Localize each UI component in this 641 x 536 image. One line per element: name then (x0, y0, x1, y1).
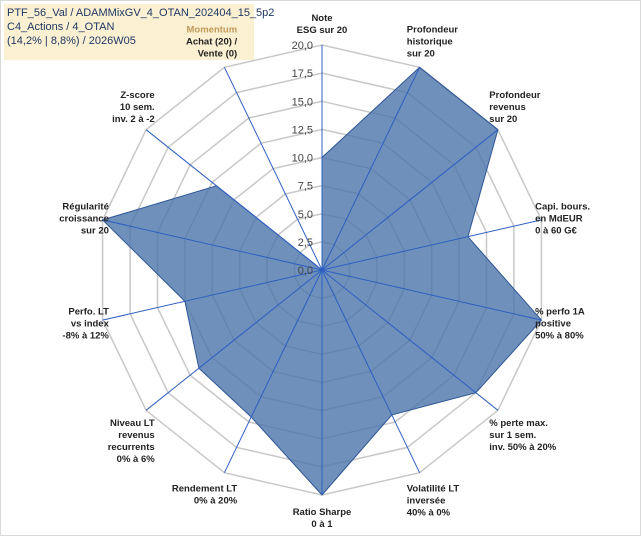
axis-label: Régularité croissance sur 20 (59, 201, 109, 236)
axis-spoke (321, 269, 499, 411)
tick-label: 20,0 (292, 40, 313, 52)
axis-spoke (223, 269, 323, 473)
axis-label: Capi. bours. en MdEUR 0 à 60 G€ (535, 201, 590, 236)
axis-label-line: inv. 2 à -2 (112, 114, 155, 125)
axis-label-line: 0 à 1 (311, 519, 333, 530)
tick-label: 12,5 (292, 124, 313, 136)
axis-label-line: Perfo. LT (68, 307, 109, 318)
axis-label-line: sur 20 (407, 49, 435, 60)
axis-label: Profondeur historique sur 20 (407, 25, 458, 60)
axis-label: Perfo. LT vs index -8% à 12% (62, 307, 109, 342)
axis-label-line: Volatilité LT (407, 484, 460, 495)
axis-label-line: historique (407, 37, 453, 48)
axis-label-line: 0% à 20% (194, 496, 238, 507)
axis-label: % perte max. sur 1 sem. inv. 50% à 20% (489, 418, 556, 453)
tick-label: 15,0 (292, 96, 313, 108)
axis-label-line: sur 1 sem. (489, 430, 536, 441)
tick-label: 10,0 (292, 153, 313, 165)
axis-label-line: Rendement LT (172, 484, 237, 495)
axis-label-line: sur 20 (489, 114, 517, 125)
axis-label: Profondeur revenus sur 20 (489, 90, 540, 125)
axis-label: Volatilité LT inversée 40% à 0% (407, 484, 460, 519)
axis-spoke (102, 269, 323, 321)
axis-label-line: Profondeur (407, 25, 458, 36)
axis-label-line: Vente (0) (198, 49, 238, 60)
axis-label-line: inversée (407, 496, 446, 507)
axis-label-line: ESG sur 20 (297, 25, 348, 36)
axis-label-line: -8% à 12% (62, 331, 109, 342)
tick-label: 2,5 (298, 237, 313, 249)
axis-spoke (321, 129, 499, 271)
axis-spoke (145, 269, 323, 411)
axis-label: Momentum Achat (20) / Vente (0) (186, 25, 238, 60)
axis-spoke (102, 219, 323, 271)
axis-label-line: vs index (71, 319, 110, 330)
axis-label-line: 0 à 60 G€ (535, 225, 577, 236)
axis-spoke (321, 269, 421, 473)
axis-label-line: % perfo 1A (535, 307, 585, 318)
chart-title-box: PTF_56_Val / ADAMMixGV_4_OTAN_202404_15_… (4, 4, 275, 60)
axis-label: Z-score 10 sem. inv. 2 à -2 (112, 90, 155, 125)
axis-label-line: revenus (489, 102, 525, 113)
title-line-1: PTF_56_Val / ADAMMixGV_4_OTAN_202404_15_… (7, 7, 275, 19)
axis-label-line: Z-score (120, 90, 154, 101)
axis-label-line: sur 20 (81, 225, 109, 236)
axis-label-line: Profondeur (489, 90, 540, 101)
axis-label-line: 0% à 6% (117, 454, 156, 465)
axis-spoke (145, 129, 323, 271)
axis-label-line: Momentum (187, 25, 238, 36)
axis-label: Rendement LT 0% à 20% (172, 484, 238, 507)
axis-label-line: 10 sem. (120, 102, 155, 113)
tick-label: 17,5 (292, 68, 313, 80)
axis-label: % perfo 1A positive 50% à 80% (535, 307, 585, 342)
axis-label-line: inv. 50% à 20% (489, 442, 556, 453)
tick-label: 7,5 (298, 181, 313, 193)
axis-spoke (223, 67, 323, 271)
tick-label: 5,0 (298, 209, 313, 221)
axis-spoke (321, 67, 421, 271)
axis-label: Ratio Sharpe 0 à 1 (293, 507, 352, 530)
title-line-3: (14,2% | 8,8%) / 2026W05 (7, 35, 136, 47)
axis-label-line: Capi. bours. (535, 201, 590, 212)
axis-label: Note ESG sur 20 (297, 13, 348, 36)
axis-label-line: croissance (59, 213, 109, 224)
axis-label-line: Ratio Sharpe (293, 507, 352, 518)
axis-label-line: Note (311, 13, 332, 24)
axis-label-line: Niveau LT (110, 418, 155, 429)
axis-label-line: 50% à 80% (535, 331, 584, 342)
axis-spoke (321, 269, 542, 321)
axis-label-line: revenus (118, 430, 154, 441)
axis-label: Niveau LT revenus recurrents 0% à 6% (108, 418, 156, 465)
tick-label: 0,0 (298, 265, 313, 277)
axis-label-line: en MdEUR (535, 213, 583, 224)
axis-label-line: 40% à 0% (407, 508, 451, 519)
axis-label-line: Régularité (62, 201, 108, 212)
axis-spoke (321, 219, 542, 271)
axis-label-line: recurrents (108, 442, 155, 453)
title-line-2: C4_Actions / 4_OTAN (7, 21, 115, 33)
axis-label-line: Achat (20) / (186, 37, 238, 48)
axis-label-line: positive (535, 319, 571, 330)
axis-label-line: % perte max. (489, 418, 548, 429)
